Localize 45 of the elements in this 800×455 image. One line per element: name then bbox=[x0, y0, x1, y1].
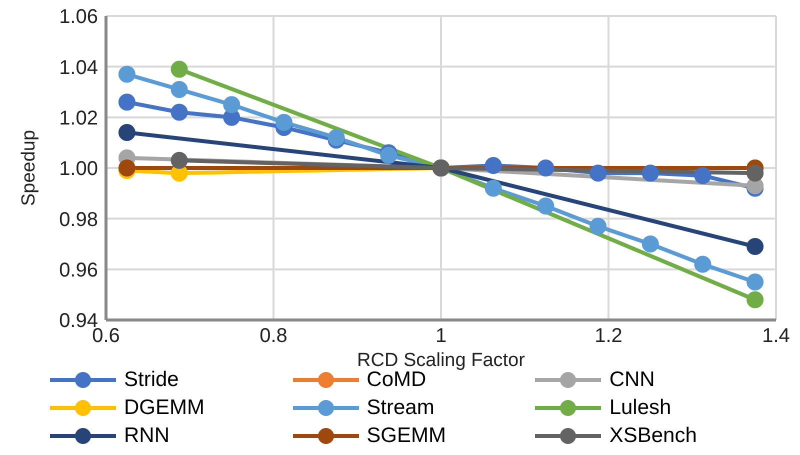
point bbox=[275, 114, 292, 131]
x-tick-label: 0.8 bbox=[260, 325, 288, 348]
x-axis-title: RCD Scaling Factor bbox=[357, 350, 526, 371]
point bbox=[694, 167, 712, 184]
legend-label: RNN bbox=[124, 424, 170, 448]
point bbox=[746, 164, 764, 182]
point bbox=[170, 104, 188, 121]
point bbox=[118, 160, 136, 176]
point bbox=[118, 124, 136, 142]
point bbox=[537, 198, 554, 214]
legend-label: DGEMM bbox=[124, 396, 204, 420]
y-tick-label: 0.98 bbox=[59, 208, 98, 231]
legend-label: Stream bbox=[366, 396, 434, 420]
legend-label: CoMD bbox=[366, 368, 426, 392]
legend-label: Lulesh bbox=[609, 396, 672, 420]
point bbox=[170, 152, 188, 169]
point bbox=[746, 291, 764, 308]
y-tick-label: 0.96 bbox=[59, 259, 98, 282]
point bbox=[118, 94, 136, 111]
point bbox=[694, 256, 712, 273]
x-tick-label: 1 bbox=[435, 325, 447, 348]
y-tick-label: 1.00 bbox=[59, 158, 98, 180]
legend-label: Stride bbox=[124, 368, 179, 392]
y-axis-title: Speedup bbox=[18, 130, 40, 206]
point bbox=[484, 156, 502, 174]
point bbox=[484, 180, 502, 197]
point bbox=[590, 218, 607, 235]
y-tick-label: 1.02 bbox=[59, 107, 98, 130]
point bbox=[537, 160, 554, 176]
point bbox=[118, 66, 136, 83]
point bbox=[642, 164, 659, 182]
point bbox=[223, 96, 240, 114]
point bbox=[746, 238, 764, 256]
legend-label: XSBench bbox=[609, 424, 697, 448]
y-tick-label: 1.04 bbox=[59, 56, 98, 79]
point bbox=[746, 274, 764, 290]
y-tick-label: 1.06 bbox=[59, 6, 98, 28]
legend-label: CNN bbox=[609, 368, 655, 392]
point bbox=[590, 164, 607, 182]
point bbox=[642, 236, 659, 252]
x-tick-label: 1.2 bbox=[594, 325, 622, 348]
point bbox=[170, 80, 188, 98]
x-tick-label: 1.4 bbox=[762, 325, 790, 348]
point bbox=[170, 60, 188, 78]
legend-label: SGEMM bbox=[366, 424, 446, 448]
